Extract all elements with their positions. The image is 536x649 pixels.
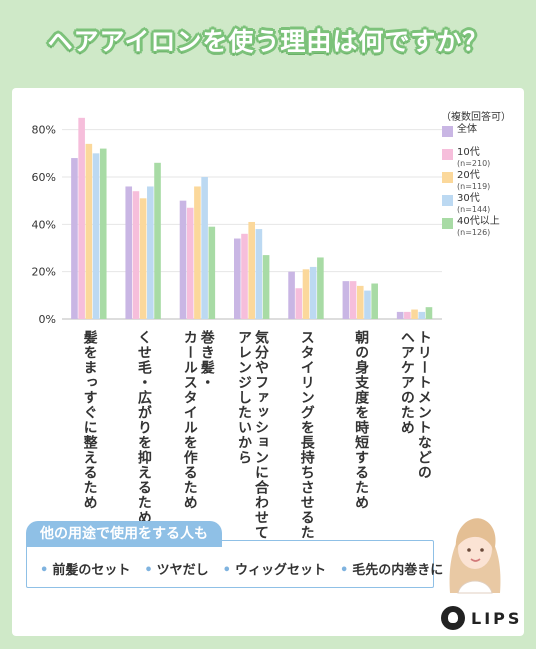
legend-label: 30代 (n=144) bbox=[457, 193, 491, 214]
y-tick-label: 80% bbox=[32, 124, 56, 137]
bar bbox=[404, 311, 411, 319]
other-use-item: • 毛先の内巻きに bbox=[340, 559, 443, 578]
legend-item: 30代 (n=144) bbox=[442, 193, 490, 215]
legend-label: 全体 bbox=[457, 124, 477, 135]
category-label: くせ毛・広がりを抑えるため bbox=[135, 330, 152, 525]
bar bbox=[418, 311, 426, 319]
legend-item: 20代 (n=119) bbox=[442, 170, 490, 192]
y-tick-label: 40% bbox=[32, 218, 56, 231]
title-banner: ヘアアイロンを使う理由は何ですか？ bbox=[0, 22, 536, 58]
woman-illustration-icon bbox=[449, 518, 501, 594]
bar bbox=[262, 255, 270, 319]
bar bbox=[147, 186, 154, 319]
lips-logo-icon bbox=[441, 606, 465, 630]
other-uses-list: • 前髪のセット • ツヤだし • ウィッグセット • 毛先の内巻きに bbox=[40, 559, 443, 578]
category-label: 気分やファッションに合わせて アレンジしたいから bbox=[236, 330, 269, 540]
legend-swatch bbox=[442, 126, 453, 137]
bar bbox=[255, 229, 263, 319]
bar bbox=[201, 177, 208, 319]
legend-item: 10代 (n=210) bbox=[442, 147, 490, 169]
legend-sample-size: (n=210) bbox=[457, 159, 491, 168]
bar bbox=[234, 238, 241, 319]
category-label: 巻き髪・ カールスタイルを作るため bbox=[181, 330, 215, 510]
bar bbox=[208, 226, 216, 319]
bar bbox=[179, 200, 187, 319]
category-label: 髪をまっすぐに整えるため bbox=[81, 330, 98, 510]
other-uses-box bbox=[26, 540, 434, 588]
bar bbox=[364, 290, 371, 319]
bullet-dot-icon: • bbox=[222, 563, 231, 578]
bar bbox=[241, 233, 248, 319]
other-use-label: ツヤだし bbox=[156, 563, 209, 578]
bar bbox=[78, 117, 85, 319]
legend-title: （複数回答可） bbox=[441, 112, 511, 123]
bar bbox=[154, 162, 161, 319]
bullet-dot-icon: • bbox=[40, 563, 49, 578]
bar bbox=[309, 266, 317, 319]
bar bbox=[194, 186, 201, 319]
legend-label: 20代 (n=119) bbox=[457, 170, 491, 191]
legend-sample-size: (n=144) bbox=[457, 205, 491, 214]
legend-swatch bbox=[442, 218, 453, 229]
y-tick-label: 60% bbox=[32, 171, 56, 184]
bar bbox=[317, 257, 324, 319]
category-label: トリートメントなどの ヘアケアのため bbox=[398, 330, 432, 480]
page-title: ヘアアイロンを使う理由は何ですか？ bbox=[47, 27, 489, 56]
other-use-item: • ツヤだし bbox=[144, 559, 208, 578]
bar bbox=[92, 153, 100, 319]
bar bbox=[342, 281, 350, 319]
bar bbox=[139, 198, 147, 319]
other-use-label: 前髪のセット bbox=[52, 563, 131, 578]
bar bbox=[371, 283, 378, 319]
legend-swatch bbox=[442, 172, 453, 183]
bar bbox=[125, 186, 133, 319]
bar bbox=[99, 148, 107, 319]
bar bbox=[71, 158, 78, 319]
other-use-label: ウィッグセット bbox=[234, 563, 326, 578]
bar bbox=[132, 191, 140, 319]
category-label: 朝の身支度を時短するため bbox=[353, 330, 370, 510]
bar bbox=[425, 307, 433, 319]
legend-sample-size: (n=119) bbox=[457, 182, 491, 191]
bar bbox=[411, 309, 418, 319]
bar bbox=[349, 281, 357, 319]
y-tick-label: 20% bbox=[32, 266, 56, 279]
bar bbox=[396, 311, 404, 319]
bar bbox=[85, 143, 93, 319]
other-use-item: • ウィッグセット bbox=[223, 559, 326, 578]
bar bbox=[295, 288, 303, 319]
bullet-dot-icon: • bbox=[144, 563, 153, 578]
y-tick-label: 0% bbox=[39, 313, 56, 326]
bar bbox=[248, 221, 255, 319]
bullet-dot-icon: • bbox=[339, 563, 349, 578]
bar bbox=[302, 269, 310, 319]
bar bbox=[356, 285, 364, 319]
legend-swatch bbox=[442, 195, 453, 206]
legend-label: 10代 (n=210) bbox=[457, 147, 491, 168]
other-use-label: 毛先の内巻きに bbox=[352, 563, 444, 578]
category-label: スタイリングを長持ちさせるため bbox=[298, 330, 315, 555]
brand-logo: LIPS bbox=[441, 606, 522, 630]
legend-sample-size: (n=126) bbox=[457, 228, 491, 237]
bar bbox=[186, 207, 194, 319]
legend-item: 40代以上 (n=126) bbox=[442, 216, 500, 238]
legend-label: 40代以上 (n=126) bbox=[457, 216, 500, 237]
bar bbox=[288, 271, 295, 319]
legend-swatch bbox=[442, 149, 453, 160]
bar-chart: 0% 20% 40% 60% 80% bbox=[32, 117, 442, 326]
other-uses-heading: 他の用途で使用をする人も bbox=[26, 521, 222, 547]
other-use-item: • 前髪のセット bbox=[40, 559, 130, 578]
brand-name: LIPS bbox=[471, 608, 523, 628]
legend-item: 全体 bbox=[442, 124, 477, 137]
